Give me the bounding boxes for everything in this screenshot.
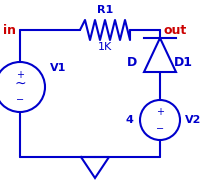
- Text: D: D: [127, 56, 137, 68]
- Text: +: +: [16, 70, 24, 80]
- Text: in: in: [3, 24, 16, 36]
- Text: 4: 4: [125, 115, 133, 125]
- Text: −: −: [156, 124, 164, 134]
- Text: R1: R1: [97, 5, 113, 15]
- Text: ~: ~: [14, 77, 26, 91]
- Text: V2: V2: [185, 115, 200, 125]
- Text: D1: D1: [174, 56, 192, 68]
- Text: out: out: [163, 24, 186, 36]
- Text: V1: V1: [50, 63, 66, 73]
- Text: +: +: [156, 107, 164, 117]
- Text: −: −: [16, 95, 24, 105]
- Text: 1K: 1K: [98, 42, 112, 52]
